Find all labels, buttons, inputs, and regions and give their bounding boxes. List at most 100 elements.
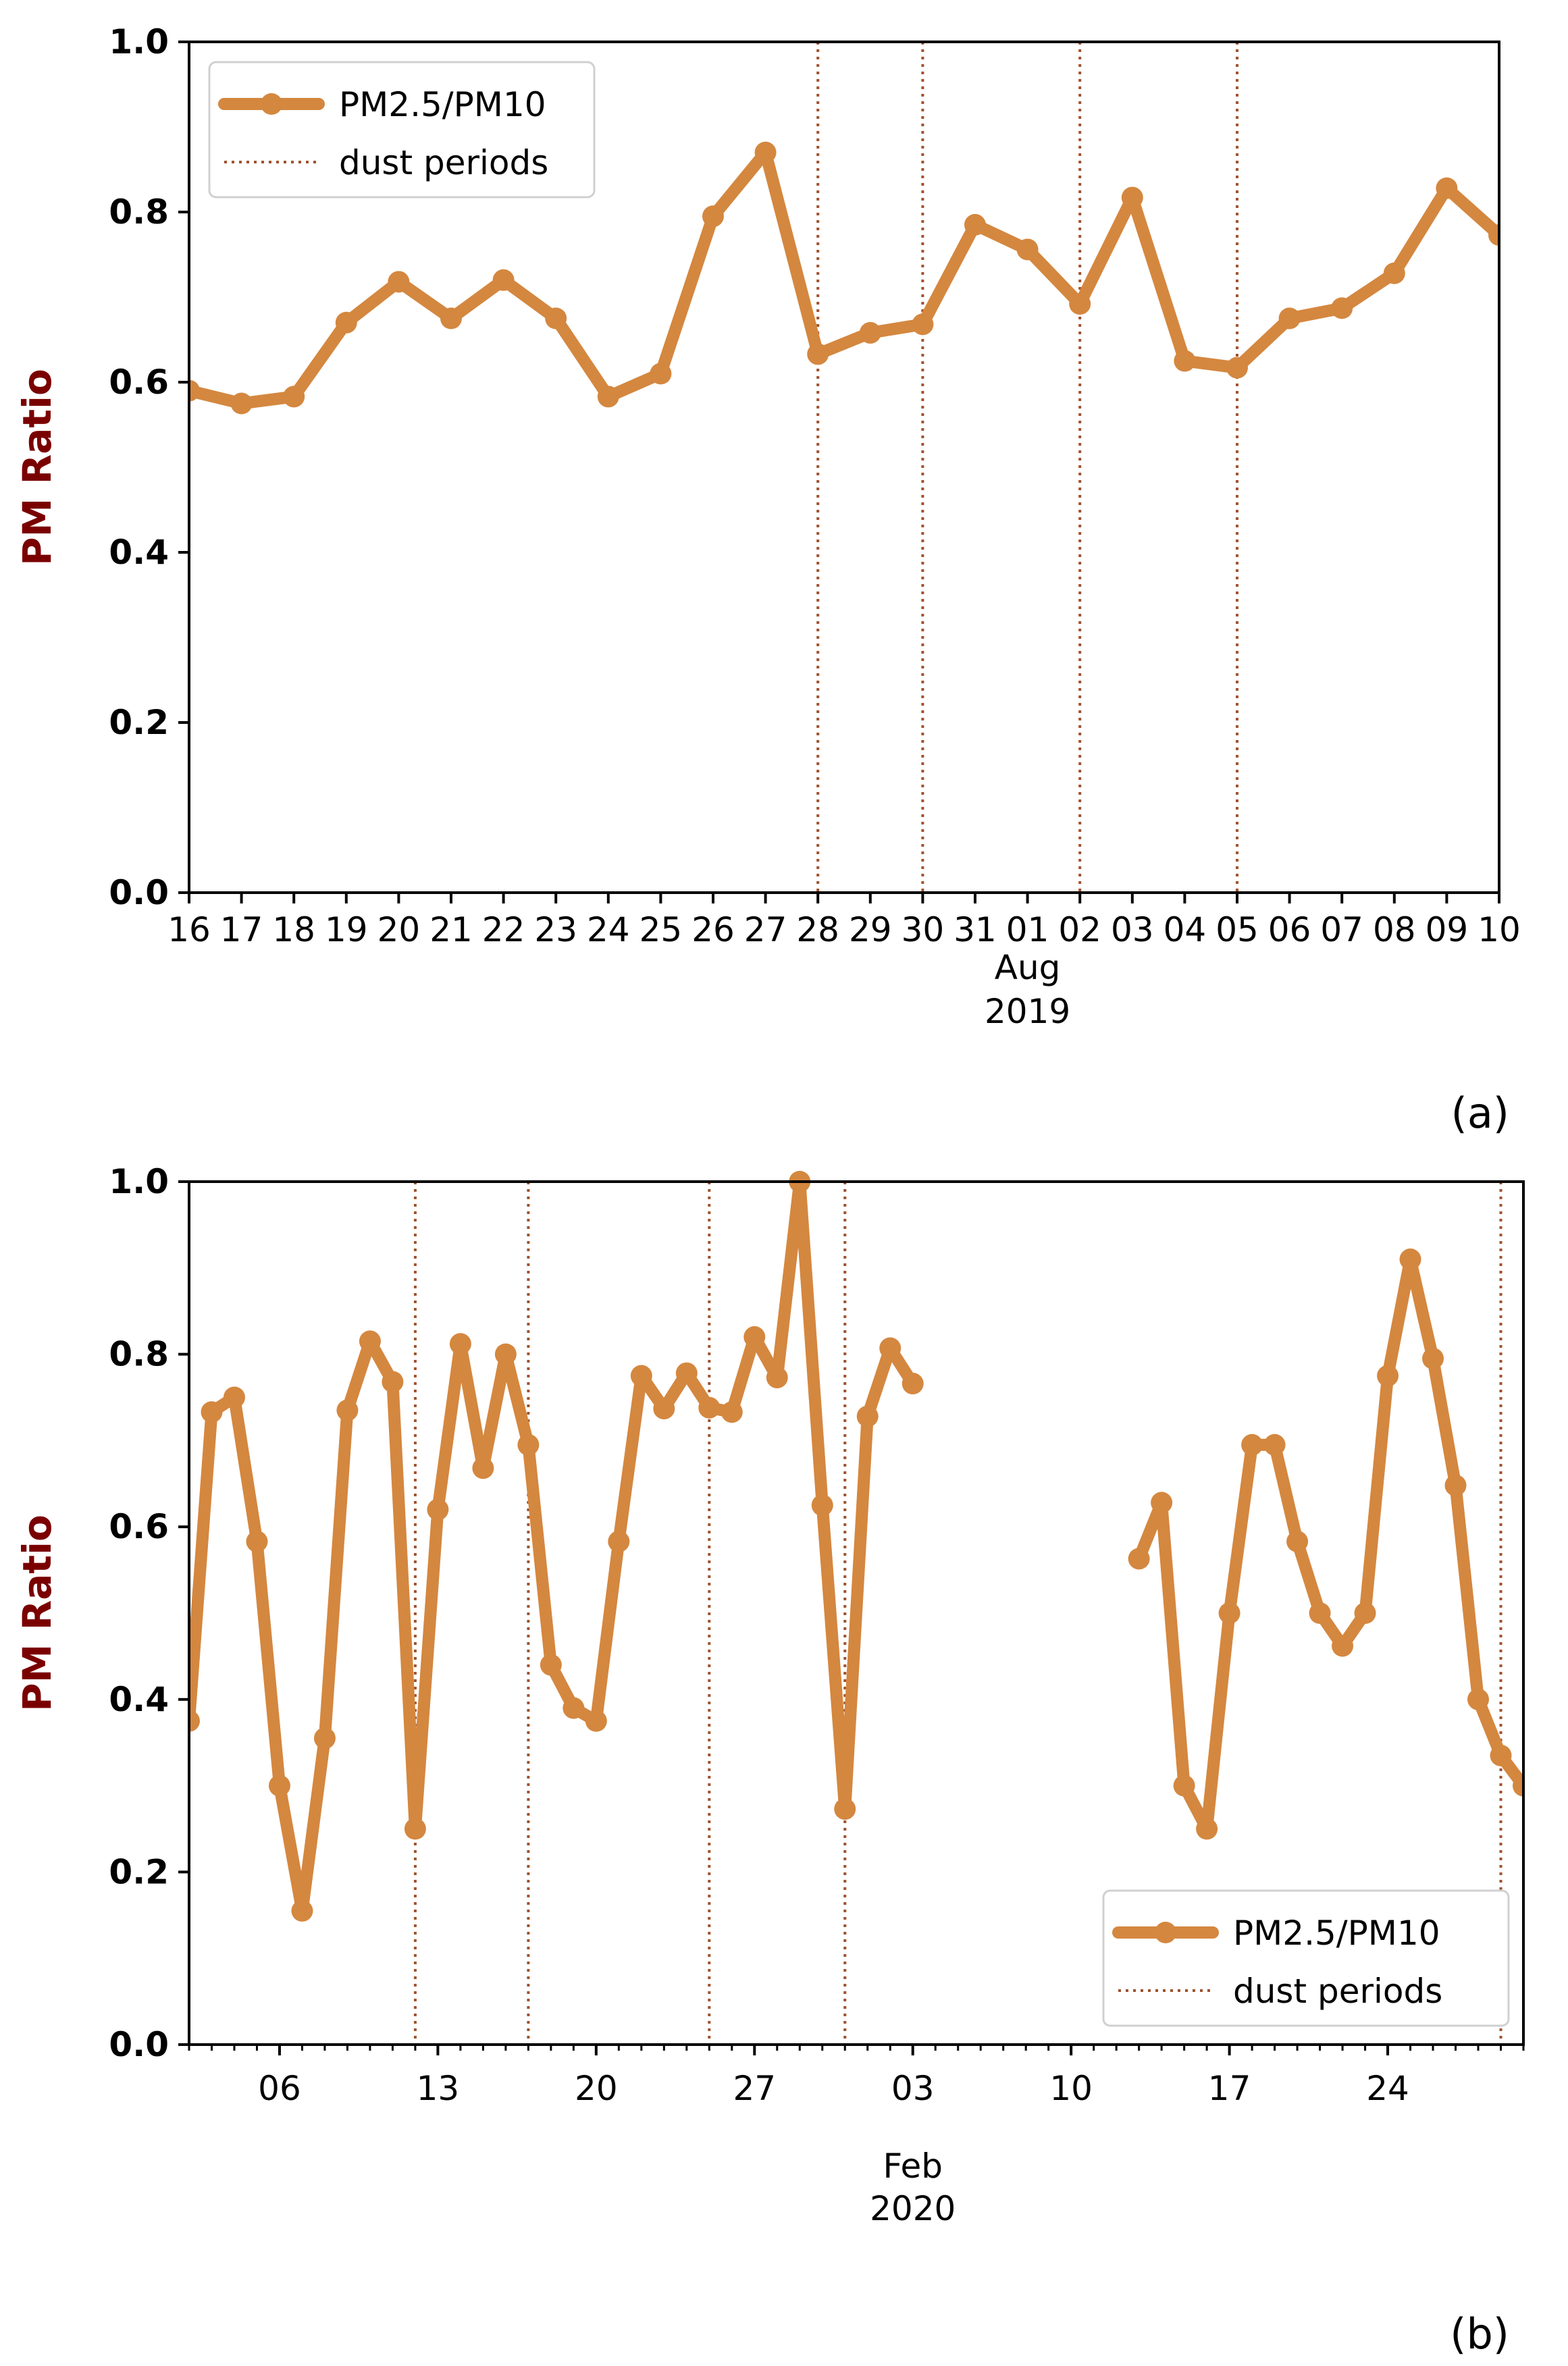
data-point xyxy=(653,1398,675,1420)
data-point xyxy=(201,1401,223,1423)
y-tick-label: 0.2 xyxy=(109,1852,169,1891)
x-tick-label: 03 xyxy=(891,2069,935,2108)
data-point xyxy=(597,386,619,408)
left-mask xyxy=(0,15,188,920)
x-tick-label: 21 xyxy=(429,910,473,949)
x-axis-label: 2020 xyxy=(870,2189,956,2228)
data-point xyxy=(388,271,410,293)
data-point xyxy=(1196,1818,1218,1840)
right-mask xyxy=(1500,15,1568,920)
data-point xyxy=(291,1899,313,1922)
data-point xyxy=(1309,1602,1331,1624)
data-point xyxy=(246,1530,268,1552)
x-tick-label: 02 xyxy=(1058,910,1101,949)
x-tick-label: 17 xyxy=(220,910,263,949)
data-point xyxy=(492,269,515,291)
x-tick-label: 29 xyxy=(849,910,892,949)
data-point xyxy=(382,1371,404,1393)
data-point xyxy=(807,343,829,365)
data-point xyxy=(1331,297,1353,319)
data-point xyxy=(427,1498,449,1521)
data-point xyxy=(1173,1775,1195,1797)
data-point xyxy=(1377,1365,1399,1387)
data-point xyxy=(766,1367,788,1389)
data-point xyxy=(964,213,986,236)
data-point xyxy=(834,1798,856,1820)
y-axis-label: PM Ratio xyxy=(14,1515,60,1712)
legend-dust-label: dust periods xyxy=(1233,1972,1442,2011)
x-tick-label: 16 xyxy=(167,910,211,949)
x-axis-label: Feb xyxy=(883,2147,943,2186)
x-tick-label: 01 xyxy=(1006,910,1049,949)
data-point xyxy=(494,1343,517,1365)
x-tick-label: 28 xyxy=(796,910,839,949)
x-tick-label: 08 xyxy=(1373,910,1416,949)
data-point xyxy=(754,141,777,163)
data-point xyxy=(743,1326,766,1348)
data-point xyxy=(545,307,567,330)
x-tick-label: 22 xyxy=(482,910,525,949)
data-point xyxy=(1422,1347,1444,1369)
y-tick-label: 0.6 xyxy=(109,363,169,402)
plot-frame xyxy=(188,41,1500,894)
data-point xyxy=(563,1697,585,1719)
plot-frame xyxy=(188,1180,1525,2046)
data-point xyxy=(1278,307,1301,330)
data-point xyxy=(1332,1635,1354,1657)
y-tick-label: 1.0 xyxy=(109,22,169,61)
data-point xyxy=(630,1365,652,1387)
data-point xyxy=(230,392,253,415)
x-tick-label: 04 xyxy=(1164,910,1207,949)
data-point xyxy=(223,1386,245,1409)
data-point xyxy=(912,313,934,336)
data-point xyxy=(1263,1434,1286,1456)
data-point xyxy=(336,1399,359,1421)
data-point xyxy=(721,1401,743,1423)
chart-panel-a: 0.0 0.2 0.4 0.6 0.8 1.0 16 17 18 19 20 21 22 23 24 25 26… xyxy=(0,15,1568,1138)
data-point xyxy=(1069,293,1091,315)
data-point xyxy=(440,307,462,330)
data-point xyxy=(1174,350,1196,372)
data-point xyxy=(608,1530,630,1552)
data-point xyxy=(517,1434,540,1456)
x-tick-label: 13 xyxy=(417,2069,460,2108)
legend-series-marker xyxy=(261,93,282,115)
data-point xyxy=(335,311,357,334)
data-point xyxy=(675,1362,698,1384)
data-point xyxy=(698,1396,721,1419)
data-point xyxy=(859,321,881,344)
data-point xyxy=(1218,1602,1240,1624)
legend-series-label: PM2.5/PM10 xyxy=(339,85,546,124)
left-mask xyxy=(0,1155,188,2072)
legend-series-marker xyxy=(1155,1922,1176,1943)
y-tick-label: 0.4 xyxy=(109,533,169,572)
data-point xyxy=(856,1405,879,1427)
data-point xyxy=(811,1494,833,1517)
x-axis-label: 2019 xyxy=(985,992,1070,1031)
y-tick-label: 0.8 xyxy=(109,192,169,232)
data-point xyxy=(268,1775,290,1797)
x-tick-label: 31 xyxy=(953,910,997,949)
x-tick-label: 27 xyxy=(733,2069,776,2108)
data-point xyxy=(540,1654,562,1676)
data-point xyxy=(1286,1530,1309,1552)
legend-box xyxy=(1102,1889,1510,2027)
data-point xyxy=(650,363,672,385)
x-tick-label: 10 xyxy=(1478,910,1521,949)
x-tick-label: 24 xyxy=(1366,2069,1409,2108)
data-point xyxy=(1241,1434,1263,1456)
data-point xyxy=(1016,238,1039,261)
legend-series-label: PM2.5/PM10 xyxy=(1233,1914,1440,1953)
y-tick-label: 0.8 xyxy=(109,1335,169,1374)
data-point xyxy=(404,1818,426,1840)
y-tick-label: 0.4 xyxy=(109,1680,169,1719)
data-point xyxy=(1490,1744,1512,1766)
x-tick-label: 23 xyxy=(534,910,577,949)
y-axis-label: PM Ratio xyxy=(14,369,60,566)
x-axis-label: Aug xyxy=(995,948,1061,987)
data-point xyxy=(1436,177,1458,199)
x-tick-label: 18 xyxy=(272,910,315,949)
x-tick-label: 10 xyxy=(1049,2069,1093,2108)
y-tick-label: 0.6 xyxy=(109,1507,169,1546)
